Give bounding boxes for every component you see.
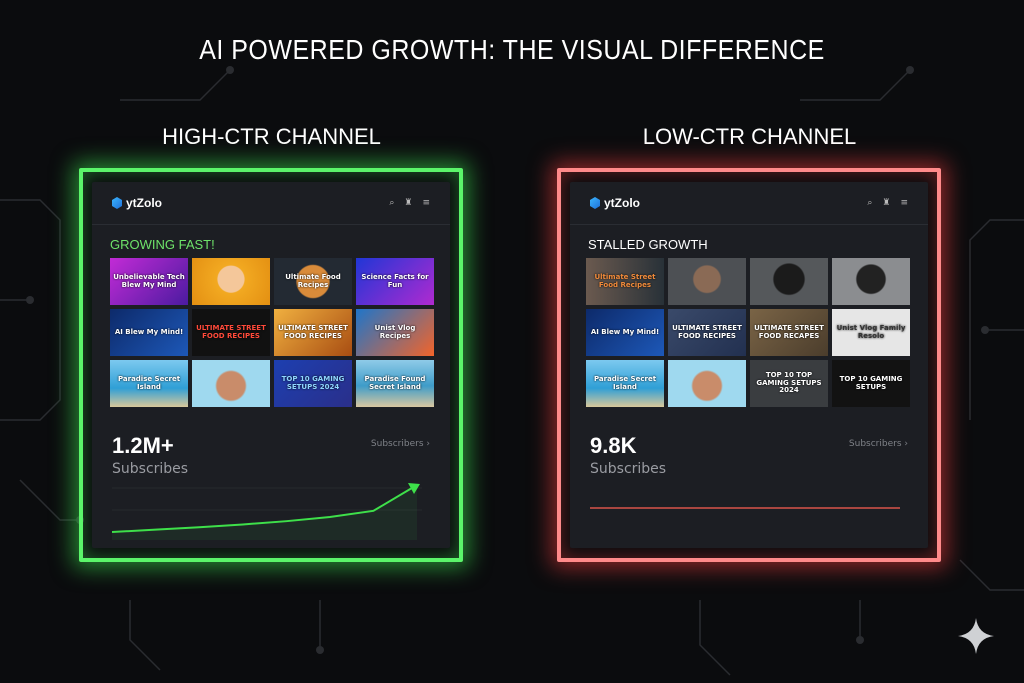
- thumbnail-text: TOP 10 GAMING SETUPS 2024: [281, 375, 345, 391]
- logo-icon: [590, 197, 600, 209]
- video-thumbnail[interactable]: Unist Vlog Recipes: [356, 309, 434, 356]
- thumbnail-text: Unist Vlog Recipes: [374, 324, 416, 340]
- video-thumbnail[interactable]: Paradise Found Secret Island: [356, 360, 434, 407]
- low-ctr-frame: ytZolo ⌕ ♜ ≡ STALLED GROWTH Ultimate Stree…: [557, 168, 941, 562]
- arrow-head-icon: [408, 483, 420, 494]
- chevron-right-icon: ›: [904, 439, 908, 449]
- trend-line: [112, 484, 418, 533]
- bell-icon[interactable]: ♜: [882, 198, 891, 208]
- thumbnail-text: Paradise Secret Island: [593, 375, 657, 391]
- menu-icon[interactable]: ≡: [422, 198, 430, 208]
- thumbnail-text: ULTIMATE STREET FOOD RECAPES: [754, 324, 824, 340]
- thumbnail-text: Science Facts for Fun: [361, 273, 429, 289]
- video-thumbnail[interactable]: ULTIMATE STREET FOOD RECIPES: [274, 309, 352, 356]
- thumbnail-text: AI Blew My Mind!: [114, 327, 184, 336]
- thumbnail-text: Unbelievable Tech Blew My Mind: [113, 273, 185, 289]
- logo[interactable]: ytZolo: [112, 196, 162, 210]
- video-thumbnail[interactable]: TOP 10 GAMING SETUPS: [832, 360, 910, 407]
- video-thumbnail[interactable]: TOP 10 GAMING SETUPS 2024: [274, 360, 352, 407]
- video-thumbnail[interactable]: [832, 258, 910, 305]
- subscriber-stats: 1.2M+ Subscribes Subscribers ›: [92, 407, 450, 487]
- top-bar: ytZolo ⌕ ♜ ≡: [570, 182, 928, 225]
- top-bar: ytZolo ⌕ ♜ ≡: [92, 182, 450, 225]
- thumbnail-text: TOP 10 TOP GAMING SETUPS 2024: [756, 371, 822, 395]
- section-title: GROWING FAST!: [110, 237, 215, 252]
- thumbnail-text: Unist Vlog Family Resolo: [836, 324, 906, 340]
- video-thumbnail[interactable]: AI Blew My Mind!: [110, 309, 188, 356]
- page-title: AI POWERED GROWTH: THE VISUAL DIFFERENCE: [199, 34, 825, 66]
- thumbnail-text: AI Blew My Mind!: [590, 327, 660, 336]
- video-thumbnail[interactable]: ULTIMATE STREET FOOD RECAPES: [750, 309, 828, 356]
- subscribers-link[interactable]: Subscribers ›: [849, 439, 908, 449]
- trend-area: [112, 485, 417, 540]
- thumbnail-text: Paradise Found Secret Island: [364, 375, 426, 391]
- growth-chart: [590, 507, 900, 509]
- low-ctr-dashboard: ytZolo ⌕ ♜ ≡ STALLED GROWTH Ultimate Stree…: [570, 182, 928, 548]
- thumbnail-grid: Unbelievable Tech Blew My Mind Ultimate F…: [92, 258, 450, 407]
- high-ctr-dashboard: ytZolo ⌕ ♜ ≡ GROWING FAST! Unbelievable Te…: [92, 182, 450, 548]
- subscribers-link-label: Subscribers: [370, 439, 424, 449]
- sparkle-icon: [958, 618, 994, 654]
- video-thumbnail[interactable]: [192, 360, 270, 407]
- search-icon[interactable]: ⌕: [389, 198, 395, 208]
- video-thumbnail[interactable]: Unbelievable Tech Blew My Mind: [110, 258, 188, 305]
- subscriber-label: Subscribes: [112, 461, 189, 477]
- thumbnail-grid: Ultimate Street Food Recipes AI Blew My M…: [570, 258, 928, 407]
- video-thumbnail[interactable]: AI Blew My Mind!: [586, 309, 664, 356]
- brand-name: ytZolo: [126, 196, 162, 210]
- video-thumbnail[interactable]: [750, 258, 828, 305]
- video-thumbnail[interactable]: ULTIMATE STREET FOOD RECIPES: [192, 309, 270, 356]
- video-thumbnail[interactable]: [192, 258, 270, 305]
- brand-name: ytZolo: [604, 196, 640, 210]
- subscribers-link-label: Subscribers: [848, 439, 902, 449]
- high-ctr-heading: HIGH-CTR CHANNEL: [162, 124, 381, 149]
- subscribers-link[interactable]: Subscribers ›: [371, 439, 430, 449]
- bell-icon[interactable]: ♜: [404, 198, 413, 208]
- thumbnail-text: TOP 10 GAMING SETUPS: [839, 375, 903, 391]
- subscriber-label: Subscribes: [590, 461, 667, 477]
- thumbnail-text: ULTIMATE STREET FOOD RECIPES: [278, 324, 348, 340]
- video-thumbnail[interactable]: Science Facts for Fun: [356, 258, 434, 305]
- subscriber-stats: 9.8K Subscribes Subscribers ›: [570, 407, 928, 487]
- video-thumbnail[interactable]: Paradise Secret Island: [110, 360, 188, 407]
- low-ctr-heading: LOW-CTR CHANNEL: [642, 124, 857, 149]
- subscriber-count: 1.2M+: [112, 433, 174, 458]
- thumbnail-text: Paradise Secret Island: [117, 375, 181, 391]
- logo[interactable]: ytZolo: [590, 196, 640, 210]
- video-thumbnail[interactable]: Paradise Secret Island: [586, 360, 664, 407]
- subscriber-count: 9.8K: [590, 433, 637, 458]
- thumbnail-text: ULTIMATE STREET FOOD RECIPES: [196, 324, 266, 340]
- logo-icon: [112, 197, 122, 209]
- thumbnail-text: Ultimate Street Food Recipes: [594, 273, 656, 289]
- video-thumbnail[interactable]: Unist Vlog Family Resolo: [832, 309, 910, 356]
- thumbnail-text: Ultimate Food Recipes: [285, 273, 341, 289]
- section-title: STALLED GROWTH: [588, 237, 708, 252]
- video-thumbnail[interactable]: [668, 360, 746, 407]
- growth-chart: [112, 483, 422, 540]
- video-thumbnail[interactable]: TOP 10 TOP GAMING SETUPS 2024: [750, 360, 828, 407]
- thumbnail-text: ULTIMATE STREET FOOD RECIPES: [672, 324, 742, 340]
- video-thumbnail[interactable]: ULTIMATE STREET FOOD RECIPES: [668, 309, 746, 356]
- video-thumbnail[interactable]: Ultimate Food Recipes: [274, 258, 352, 305]
- video-thumbnail[interactable]: Ultimate Street Food Recipes: [586, 258, 664, 305]
- search-icon[interactable]: ⌕: [867, 198, 873, 208]
- menu-icon[interactable]: ≡: [900, 198, 908, 208]
- video-thumbnail[interactable]: [668, 258, 746, 305]
- chevron-right-icon: ›: [426, 439, 430, 449]
- high-ctr-frame: ytZolo ⌕ ♜ ≡ GROWING FAST! Unbelievable Te…: [79, 168, 463, 562]
